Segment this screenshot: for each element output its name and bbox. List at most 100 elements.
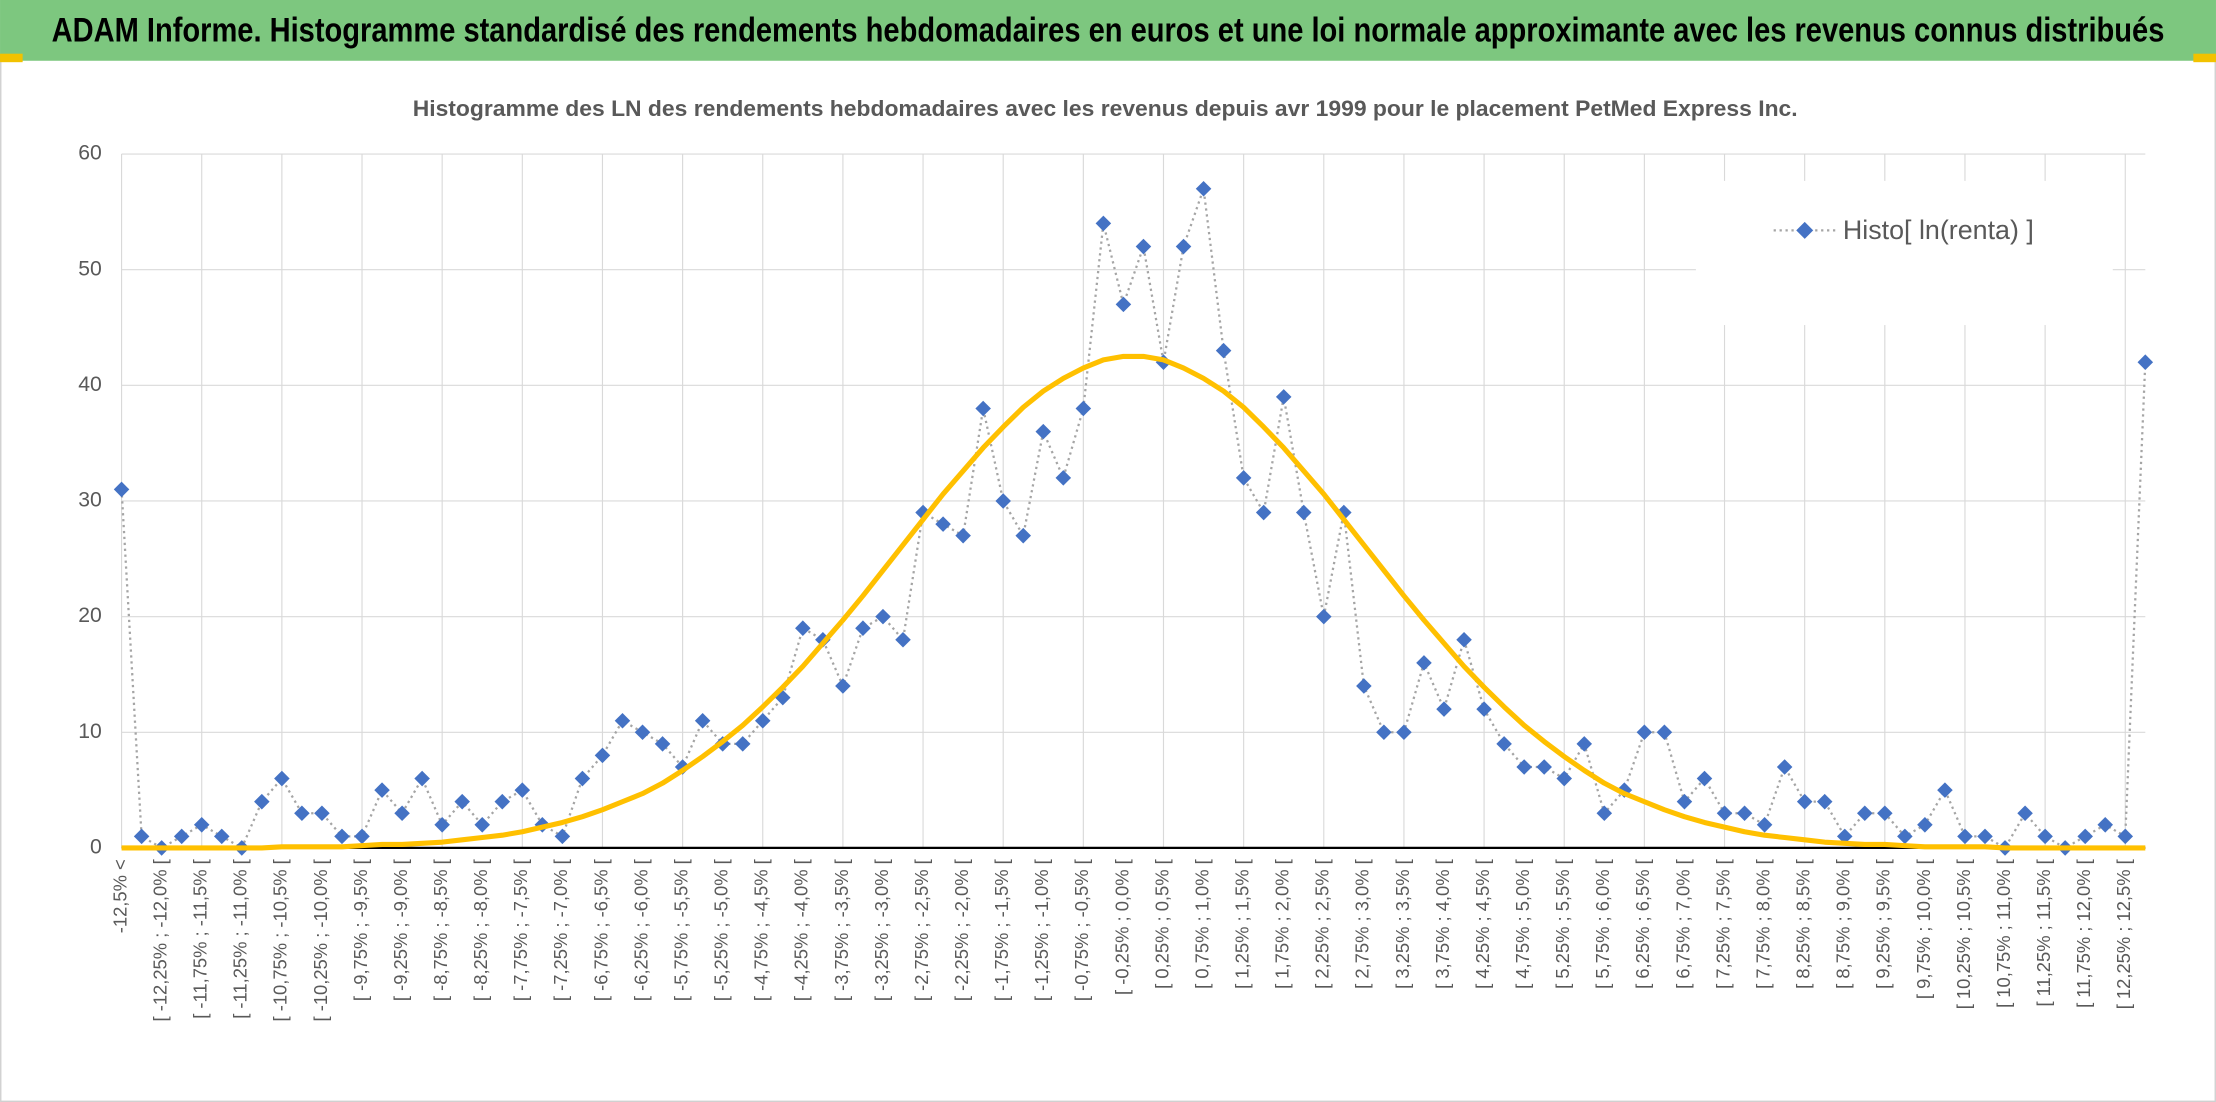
x-tick-label: [ 9,75% ; 10,0% [ (1913, 859, 1934, 999)
x-tick-label: [ -3,75% ; -3,5% [ (831, 859, 852, 1001)
x-tick-label: [ -1,25% ; -1,0% [ (1031, 859, 1052, 1001)
x-tick-label: [ -6,25% ; -6,0% [ (630, 859, 651, 1001)
data-point (1736, 805, 1753, 822)
x-tick-label: [ 6,25% ; 6,5% [ (1632, 859, 1653, 989)
x-tick-label: [ -0,25% ; 0,0% [ (1111, 859, 1132, 995)
x-tick-label: [ -5,25% ; -5,0% [ (711, 859, 732, 1001)
x-tick-label: [ -7,75% ; -7,5% [ (510, 859, 531, 1001)
data-point (374, 782, 390, 798)
x-tick-label: [ -2,25% ; -2,0% [ (951, 859, 972, 1001)
title-bar (0, 0, 2216, 61)
data-point (1376, 724, 1392, 741)
corner (2193, 53, 2216, 63)
x-tick-label: [ -12,25% ; -12,0% [ (150, 859, 171, 1021)
data-point (855, 620, 871, 636)
y-tick-label: 40 (78, 373, 102, 396)
data-point (835, 678, 851, 694)
data-point (193, 817, 210, 833)
data-point (2037, 828, 2053, 845)
x-tick-label: [ 0,25% ; 0,5% [ (1151, 859, 1172, 989)
data-point (1897, 828, 1913, 845)
data-point (1215, 342, 1232, 359)
x-tick-label: [ 8,75% ; 9,0% [ (1833, 859, 1854, 989)
data-point (2077, 828, 2093, 845)
y-tick-label: 30 (78, 489, 102, 512)
data-point (634, 724, 651, 741)
data-point (294, 805, 310, 822)
y-tick-label: 10 (78, 720, 102, 743)
data-point (1816, 793, 1833, 810)
data-point (173, 828, 190, 845)
data-point (1977, 828, 1993, 845)
data-point (754, 712, 771, 729)
x-tick-label: [ 11,25% ; 11,5% [ (2033, 859, 2054, 1006)
data-point (1696, 770, 1713, 787)
data-point (394, 805, 410, 822)
data-point (895, 631, 911, 648)
y-tick-label: 60 (78, 142, 102, 165)
x-tick-label: [ 0,75% ; 1,0% [ (1191, 859, 1212, 989)
data-point (1776, 759, 1793, 775)
data-point (1556, 770, 1573, 787)
data-point (1195, 180, 1212, 197)
x-tick-label: [ 7,25% ; 7,5% [ (1712, 859, 1733, 989)
data-point (1596, 805, 1613, 822)
data-point (875, 608, 891, 625)
x-tick-label: [ -10,75% ; -10,5% [ (270, 859, 291, 1021)
legend-box (1695, 180, 2113, 326)
x-tick-label: [ -8,25% ; -8,0% [ (470, 859, 491, 1001)
x-tick-label: [ 7,75% ; 8,0% [ (1752, 859, 1773, 989)
x-tick-label: [ 4,75% ; 5,0% [ (1512, 859, 1533, 989)
data-point (574, 770, 591, 787)
data-point (1015, 527, 1032, 544)
data-point (2017, 805, 2033, 822)
data-point (1396, 724, 1412, 741)
x-tick-label: [ -4,75% ; -4,5% [ (751, 859, 772, 1001)
data-point (1456, 631, 1472, 648)
x-tick-label: [ 4,25% ; 4,5% [ (1472, 859, 1493, 989)
x-tick-label: [ 10,75% ; 11,0% [ (1993, 859, 2014, 1008)
data-point (1756, 817, 1773, 833)
data-point (795, 620, 811, 636)
legend-label: Histo[ ln(renta) ] (1843, 215, 2034, 245)
data-point (955, 527, 971, 544)
data-point (1316, 608, 1332, 625)
data-point (1356, 678, 1372, 694)
data-point (113, 481, 130, 498)
data-point (2137, 354, 2154, 370)
x-tick-label: [ 3,25% ; 3,5% [ (1392, 859, 1413, 989)
x-tick-label: [ -7,25% ; -7,0% [ (550, 859, 571, 1001)
normal-curve (121, 353, 2146, 851)
data-point (975, 400, 991, 417)
data-point (1075, 400, 1092, 417)
data-point (1235, 470, 1252, 486)
y-tick-label: 0 (90, 836, 102, 859)
x-tick-label: [ 11,75% ; 12,0% [ (2073, 859, 2094, 1008)
chart-title: ADAM Informe. Histogramme standardisé de… (52, 11, 2165, 49)
x-tick-label: [ 2,25% ; 2,5% [ (1312, 859, 1333, 989)
data-point (414, 770, 430, 787)
data-point (1115, 296, 1132, 313)
data-point (494, 793, 511, 810)
data-point (1917, 817, 1933, 833)
x-tick-label: [ 3,75% ; 4,0% [ (1432, 859, 1453, 989)
x-tick-label: [ 8,25% ; 8,5% [ (1793, 859, 1814, 989)
x-tick-label: [ 9,25% ; 9,5% [ (1873, 859, 1894, 989)
data-point (2097, 817, 2114, 833)
x-tick-label: [ -8,75% ; -8,5% [ (430, 859, 451, 1001)
data-point (1676, 793, 1693, 810)
data-point (314, 805, 330, 822)
data-point (1576, 736, 1593, 752)
data-point (1175, 238, 1192, 255)
x-tick-label: [ -2,75% ; -2,5% [ (911, 859, 932, 1001)
corner (0, 53, 23, 63)
data-point (1636, 724, 1653, 741)
data-point (474, 817, 491, 833)
data-point (1857, 805, 1873, 822)
y-tick-label: 20 (78, 604, 102, 627)
x-tick-label: [ 1,75% ; 2,0% [ (1272, 859, 1293, 989)
data-point (434, 817, 450, 833)
x-tick-label: [ -5,75% ; -5,5% [ (670, 859, 691, 1001)
